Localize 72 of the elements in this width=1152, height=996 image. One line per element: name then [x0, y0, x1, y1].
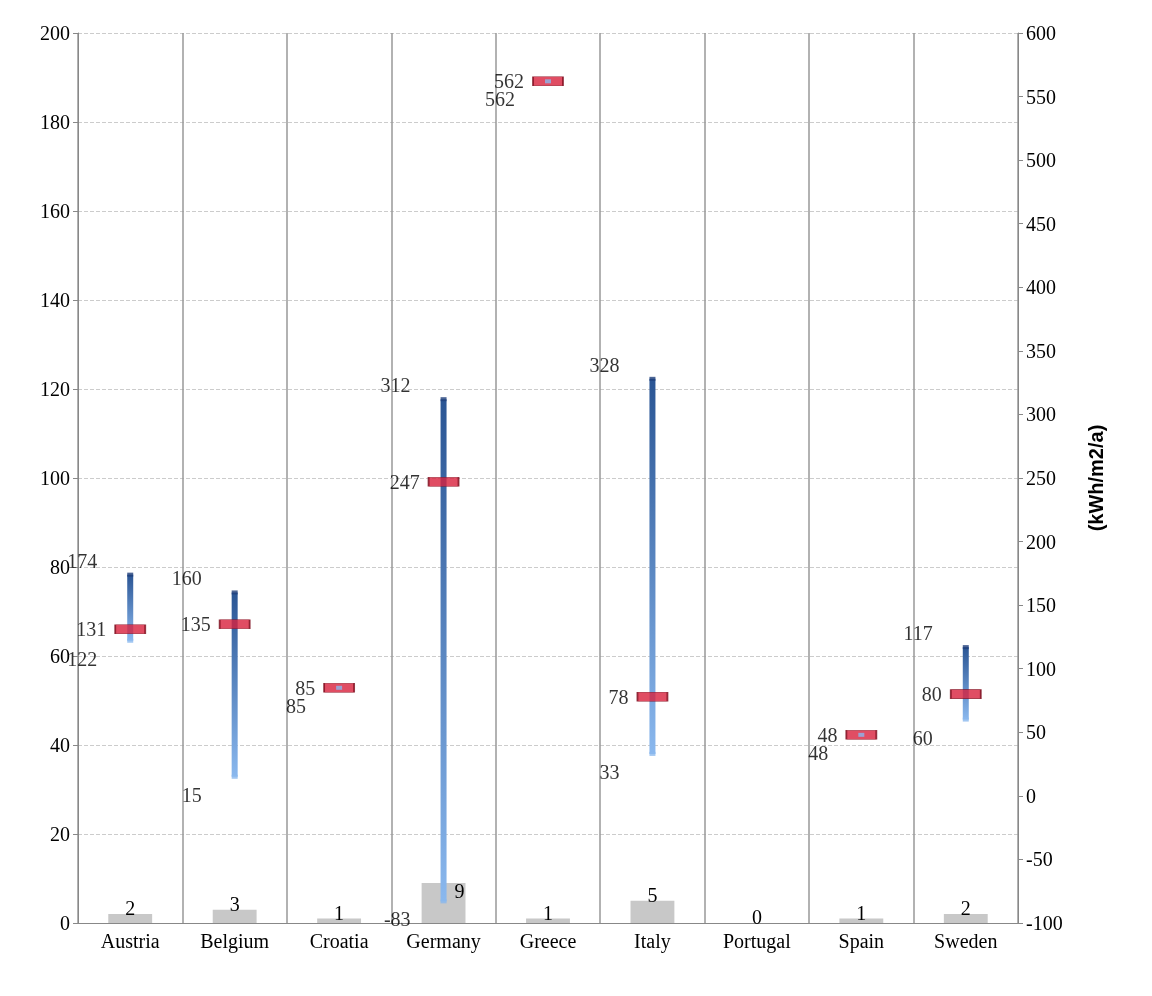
y-tick-label: 160	[40, 200, 70, 222]
y2-tick-label: 450	[1026, 212, 1056, 235]
data-label: 135	[180, 613, 211, 636]
data-label: 2	[960, 897, 971, 920]
point	[127, 638, 134, 643]
y2-tick-label: 350	[1026, 339, 1056, 362]
y2-tick-label: 600	[1026, 22, 1056, 44]
y-tick-label: 40	[50, 734, 70, 756]
y-tick-label: 180	[40, 111, 70, 133]
data-label: 312	[380, 374, 411, 397]
point	[649, 376, 656, 381]
data-label: 117	[903, 622, 933, 645]
point	[127, 572, 134, 577]
x-tick-label: Sweden	[934, 930, 998, 952]
y2-tick-label: 400	[1026, 276, 1056, 299]
x-tick-label: Austria	[100, 930, 160, 952]
data-label: 33	[599, 760, 620, 783]
x-tick-label: Belgium	[200, 930, 270, 953]
data-label: 3	[229, 892, 240, 915]
y2-tick-label: 100	[1026, 657, 1056, 680]
y-tick-label: 140	[40, 289, 70, 311]
point	[231, 774, 238, 779]
y-tick-label: 100	[40, 467, 70, 489]
data-label: 80	[921, 683, 942, 706]
y-tick-label: 0	[60, 912, 70, 934]
y2-tick-label: -50	[1026, 848, 1053, 871]
point	[545, 79, 551, 84]
y2-tick-label: 550	[1026, 85, 1056, 108]
data-label: 1	[543, 901, 553, 924]
y-tick-label: 120	[40, 378, 70, 400]
data-label: 15	[181, 783, 202, 806]
data-label: 328	[589, 353, 620, 376]
point	[962, 717, 969, 722]
x-tick-label: Germany	[406, 930, 481, 953]
bar	[440, 399, 447, 902]
point	[649, 751, 656, 756]
y2-tick-label: -100	[1026, 912, 1063, 934]
point	[231, 590, 238, 595]
bar	[231, 592, 238, 777]
data-label: 5	[647, 883, 658, 906]
point	[440, 899, 447, 904]
point	[440, 397, 447, 402]
y2-tick-label: 50	[1026, 721, 1046, 744]
x-tick-label: Portugal	[723, 930, 792, 953]
data-label: 60	[912, 726, 933, 749]
y2-tick-label: 250	[1026, 467, 1056, 489]
data-label: 9	[454, 879, 465, 902]
y2-tick-label: 500	[1026, 149, 1056, 172]
data-label: 1	[334, 901, 345, 924]
y2-tick-label: 150	[1026, 594, 1056, 617]
data-label: 160	[171, 567, 202, 590]
x-tick-label: Croatia	[309, 930, 369, 952]
y2-tick-label: 300	[1026, 403, 1056, 426]
point	[962, 645, 969, 650]
y-tick-label: 200	[40, 22, 70, 44]
data-label: 1	[856, 901, 867, 924]
y2-tick-label: 0	[1026, 784, 1036, 807]
y-tick-label: 20	[50, 823, 70, 845]
data-label: 78	[608, 685, 629, 708]
x-tick-label: Spain	[838, 930, 885, 953]
data-label: 2	[125, 897, 136, 920]
point	[858, 732, 865, 737]
y-tick-label: 60	[50, 645, 70, 667]
y-tick-label: 80	[50, 556, 70, 578]
bar	[649, 378, 656, 754]
y2-tick-label: 200	[1026, 530, 1056, 553]
data-label: 247	[389, 470, 420, 493]
y2-axis-title: (kWh/m2/a)	[1085, 424, 1107, 532]
x-tick-label: Italy	[634, 930, 671, 953]
point	[336, 685, 343, 690]
data-label: 0	[751, 906, 762, 928]
x-tick-label: Greece	[519, 930, 577, 952]
